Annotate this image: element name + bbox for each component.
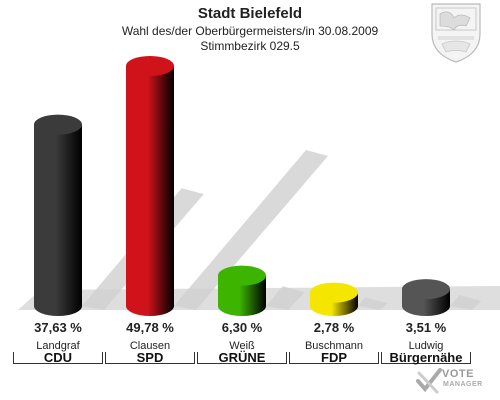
bar-bürgernähe (402, 279, 450, 316)
chart-subtitle: Wahl des/der Oberbürgermeisters/in 30.08… (121, 24, 379, 38)
value-label: 6,30 % (221, 320, 263, 335)
candidate-label: Clausen (129, 340, 171, 352)
value-label: 49,78 % (126, 320, 174, 335)
checkmark-icon (416, 368, 442, 394)
logo-text-vote: VOTE (442, 368, 474, 380)
logo-text-manager: MANAGER (443, 381, 483, 388)
party-bracket (105, 352, 195, 364)
party-bracket (13, 352, 103, 364)
candidate-label: Buschmann (304, 340, 364, 352)
value-label: 37,63 % (34, 320, 82, 335)
value-label: 3,51 % (405, 320, 447, 335)
party-bracket (289, 352, 379, 364)
coat-of-arms-icon (431, 3, 481, 63)
category-label: GRÜNE (218, 350, 266, 365)
party-bracket (381, 352, 471, 364)
bar-fdp (310, 282, 358, 316)
candidate-label: Weiß (229, 340, 255, 352)
bar-shadow (450, 295, 482, 310)
category-label: SPD (136, 350, 164, 365)
bar-shadow (174, 150, 328, 310)
bar-shadow (358, 297, 388, 310)
value-label: 2,78 % (313, 320, 355, 335)
district-label: Stimmbezirk 029.5 (200, 39, 300, 53)
bar-shadow (266, 286, 305, 310)
bar-cdu (34, 114, 82, 316)
chart-title: Stadt Bielefeld (197, 5, 303, 22)
category-label: FDP (321, 350, 347, 365)
category-label: Bürgernähe (389, 350, 463, 365)
category-label: CDU (43, 350, 73, 365)
party-bracket (197, 352, 287, 364)
vote-manager-logo: VOTE MANAGER (416, 366, 494, 396)
bar-grüne (218, 265, 266, 316)
candidate-label: Landgraf (36, 340, 80, 352)
bar-spd (126, 56, 174, 316)
candidate-label: Ludwig (408, 340, 444, 352)
